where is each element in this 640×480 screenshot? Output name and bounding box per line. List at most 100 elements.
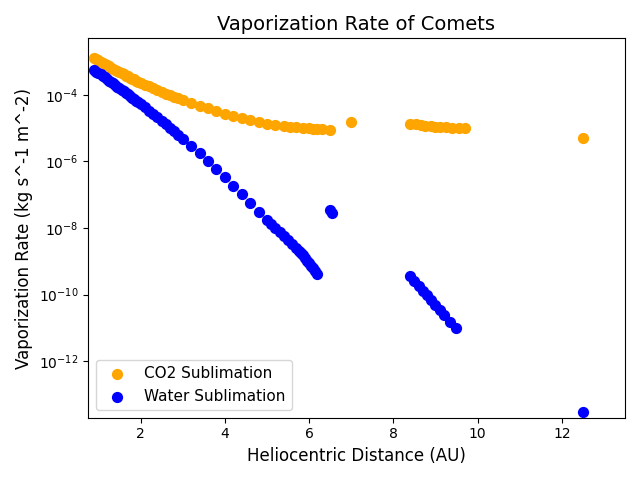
Water Sublimation	[422, 291, 432, 299]
Water Sublimation	[173, 131, 184, 139]
CO2 Sublimation	[91, 55, 101, 63]
Water Sublimation	[110, 81, 120, 89]
Water Sublimation	[418, 287, 428, 295]
CO2 Sublimation	[125, 74, 135, 82]
CO2 Sublimation	[127, 75, 137, 83]
Water Sublimation	[445, 318, 455, 326]
CO2 Sublimation	[115, 68, 125, 76]
CO2 Sublimation	[578, 134, 588, 142]
CO2 Sublimation	[308, 125, 318, 132]
Water Sublimation	[165, 124, 175, 132]
CO2 Sublimation	[454, 124, 464, 132]
Water Sublimation	[266, 220, 276, 228]
Water Sublimation	[409, 277, 419, 285]
Water Sublimation	[220, 174, 230, 181]
Water Sublimation	[439, 311, 449, 318]
Water Sublimation	[578, 408, 588, 416]
Water Sublimation	[157, 117, 167, 125]
Water Sublimation	[275, 228, 285, 236]
Water Sublimation	[112, 83, 122, 90]
Water Sublimation	[291, 244, 301, 252]
Water Sublimation	[121, 89, 131, 96]
Water Sublimation	[131, 97, 141, 105]
CO2 Sublimation	[285, 123, 295, 131]
CO2 Sublimation	[116, 69, 127, 77]
CO2 Sublimation	[220, 110, 230, 118]
CO2 Sublimation	[195, 102, 205, 109]
CO2 Sublimation	[108, 65, 118, 72]
CO2 Sublimation	[447, 124, 458, 132]
Water Sublimation	[451, 324, 461, 332]
CO2 Sublimation	[460, 125, 470, 132]
Water Sublimation	[304, 259, 314, 267]
Water Sublimation	[296, 249, 306, 257]
Title: Vaporization Rate of Comets: Vaporization Rate of Comets	[218, 15, 495, 34]
Water Sublimation	[118, 87, 129, 95]
CO2 Sublimation	[129, 76, 140, 84]
CO2 Sublimation	[270, 121, 280, 129]
Water Sublimation	[148, 110, 158, 118]
CO2 Sublimation	[278, 122, 289, 130]
Water Sublimation	[93, 69, 104, 77]
Water Sublimation	[287, 240, 298, 248]
Water Sublimation	[211, 166, 221, 173]
CO2 Sublimation	[97, 59, 108, 67]
Water Sublimation	[426, 296, 436, 304]
CO2 Sublimation	[89, 54, 99, 61]
Water Sublimation	[228, 182, 238, 190]
Water Sublimation	[106, 78, 116, 86]
CO2 Sublimation	[102, 61, 112, 69]
CO2 Sublimation	[435, 123, 445, 131]
CO2 Sublimation	[140, 81, 150, 88]
Water Sublimation	[310, 267, 321, 275]
Water Sublimation	[253, 208, 264, 216]
Water Sublimation	[169, 128, 179, 135]
Water Sublimation	[102, 75, 112, 83]
Water Sublimation	[129, 95, 140, 103]
Water Sublimation	[140, 104, 150, 111]
CO2 Sublimation	[144, 83, 154, 90]
Water Sublimation	[144, 107, 154, 115]
CO2 Sublimation	[93, 56, 104, 64]
Water Sublimation	[298, 252, 308, 259]
CO2 Sublimation	[148, 84, 158, 92]
CO2 Sublimation	[420, 122, 430, 130]
Water Sublimation	[104, 77, 114, 84]
Water Sublimation	[89, 66, 99, 74]
CO2 Sublimation	[157, 88, 167, 96]
Water Sublimation	[203, 157, 213, 165]
Water Sublimation	[195, 150, 205, 157]
Water Sublimation	[327, 209, 337, 217]
Water Sublimation	[278, 232, 289, 240]
Water Sublimation	[177, 135, 188, 143]
Water Sublimation	[115, 84, 125, 92]
Water Sublimation	[133, 98, 143, 106]
Water Sublimation	[435, 306, 445, 313]
CO2 Sublimation	[298, 124, 308, 132]
Water Sublimation	[405, 273, 415, 280]
Water Sublimation	[430, 301, 440, 309]
CO2 Sublimation	[173, 95, 184, 102]
CO2 Sublimation	[104, 62, 114, 70]
CO2 Sublimation	[123, 72, 133, 80]
Water Sublimation	[245, 199, 255, 207]
CO2 Sublimation	[304, 125, 314, 132]
Water Sublimation	[312, 270, 323, 278]
Water Sublimation	[293, 247, 303, 254]
Water Sublimation	[283, 236, 293, 244]
CO2 Sublimation	[211, 108, 221, 115]
CO2 Sublimation	[95, 58, 106, 65]
CO2 Sublimation	[405, 120, 415, 128]
CO2 Sublimation	[291, 124, 301, 132]
CO2 Sublimation	[136, 79, 146, 86]
CO2 Sublimation	[152, 86, 163, 94]
Y-axis label: Vaporization Rate (kg s^-1 m^-2): Vaporization Rate (kg s^-1 m^-2)	[15, 87, 33, 369]
CO2 Sublimation	[186, 99, 196, 107]
Water Sublimation	[300, 254, 310, 262]
Water Sublimation	[302, 257, 312, 264]
Water Sublimation	[161, 120, 171, 128]
Water Sublimation	[152, 114, 163, 121]
CO2 Sublimation	[412, 120, 422, 128]
CO2 Sublimation	[177, 96, 188, 104]
Water Sublimation	[108, 80, 118, 87]
